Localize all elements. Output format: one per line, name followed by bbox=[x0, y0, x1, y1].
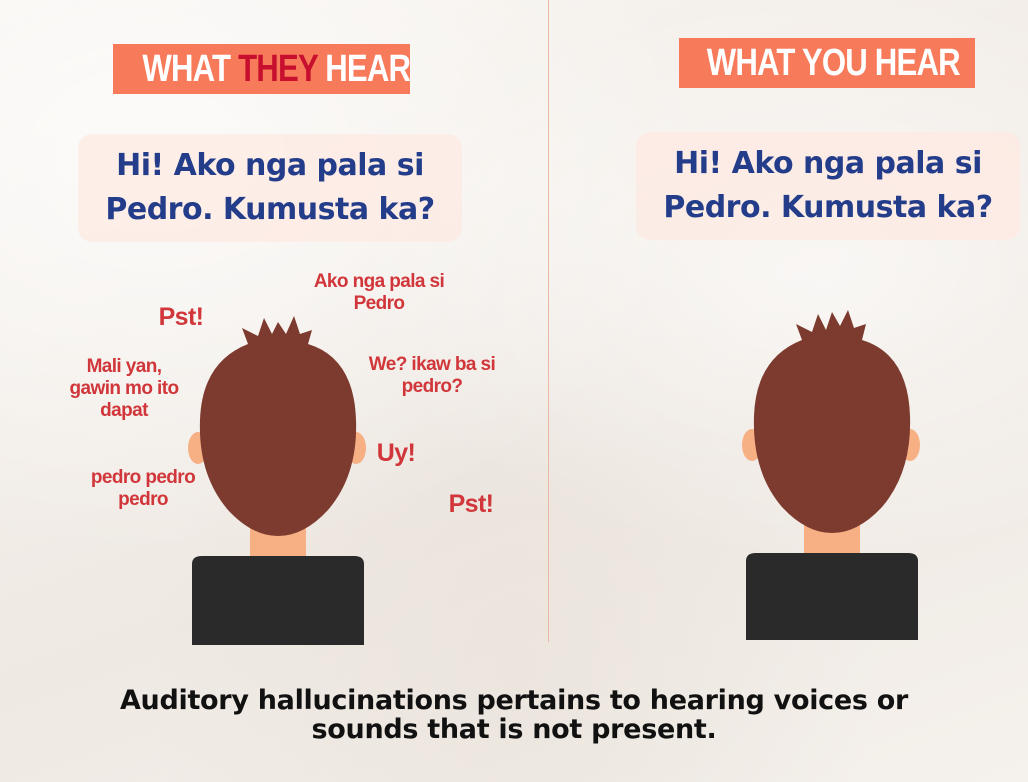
voice-pst-bottom-text: Pst! bbox=[448, 490, 494, 518]
speech-right-line1: Hi! Ako nga pala si bbox=[674, 146, 982, 181]
panel-divider bbox=[548, 0, 549, 642]
voice-pst-bottom: Pst! bbox=[436, 490, 506, 518]
voice-pst-top: Pst! bbox=[146, 303, 216, 331]
voice-we-line2: pedro? bbox=[401, 376, 463, 397]
voice-mali-yan: Mali yan, gawin mo ito dapat bbox=[58, 356, 190, 422]
banner-left-emphasis: THEY bbox=[238, 48, 318, 90]
voice-uy-text: Uy! bbox=[376, 439, 416, 467]
person-back-view-icon bbox=[742, 310, 920, 640]
voice-ako-line1: Ako nga pala si bbox=[313, 271, 445, 292]
speech-box-right: Hi! Ako nga pala si Pedro. Kumusta ka? bbox=[636, 132, 1020, 240]
caption: Auditory hallucinations pertains to hear… bbox=[0, 686, 1028, 744]
voice-we-line1: We? ikaw ba si bbox=[368, 354, 496, 375]
voice-mali-line2: gawin mo ito bbox=[69, 378, 180, 399]
banner-what-you-hear: WHAT YOU HEAR bbox=[679, 38, 975, 88]
speech-left-line1: Hi! Ako nga pala si bbox=[116, 148, 424, 183]
voice-mali-line3: dapat bbox=[100, 400, 148, 421]
voice-pedro-line2: pedro bbox=[118, 489, 168, 510]
voice-mali-line1: Mali yan, bbox=[86, 356, 162, 377]
voice-ako-nga-pala: Ako nga pala si Pedro bbox=[300, 271, 458, 315]
banner-what-they-hear: WHAT THEY HEAR bbox=[113, 44, 411, 94]
person-back-view-icon bbox=[188, 316, 366, 645]
voice-pedro-line1: pedro pedro bbox=[90, 467, 196, 488]
voice-uy: Uy! bbox=[368, 439, 424, 467]
caption-line2: sounds that is not present. bbox=[311, 714, 717, 745]
speech-left-line2: Pedro. Kumusta ka? bbox=[105, 192, 435, 227]
speech-box-left: Hi! Ako nga pala si Pedro. Kumusta ka? bbox=[78, 134, 462, 242]
banner-right-text: WHAT YOU HEAR bbox=[706, 42, 961, 84]
voice-ako-line2: Pedro bbox=[353, 293, 405, 314]
voice-pedro-pedro: pedro pedro pedro bbox=[80, 467, 206, 511]
banner-left-part2: HEAR bbox=[317, 48, 411, 90]
caption-line1: Auditory hallucinations pertains to hear… bbox=[119, 685, 909, 716]
voice-we-ikaw: We? ikaw ba si pedro? bbox=[352, 354, 512, 398]
banner-left-part1: WHAT bbox=[142, 48, 239, 90]
voice-pst-top-text: Pst! bbox=[158, 303, 204, 331]
speech-right-line2: Pedro. Kumusta ka? bbox=[663, 190, 993, 225]
